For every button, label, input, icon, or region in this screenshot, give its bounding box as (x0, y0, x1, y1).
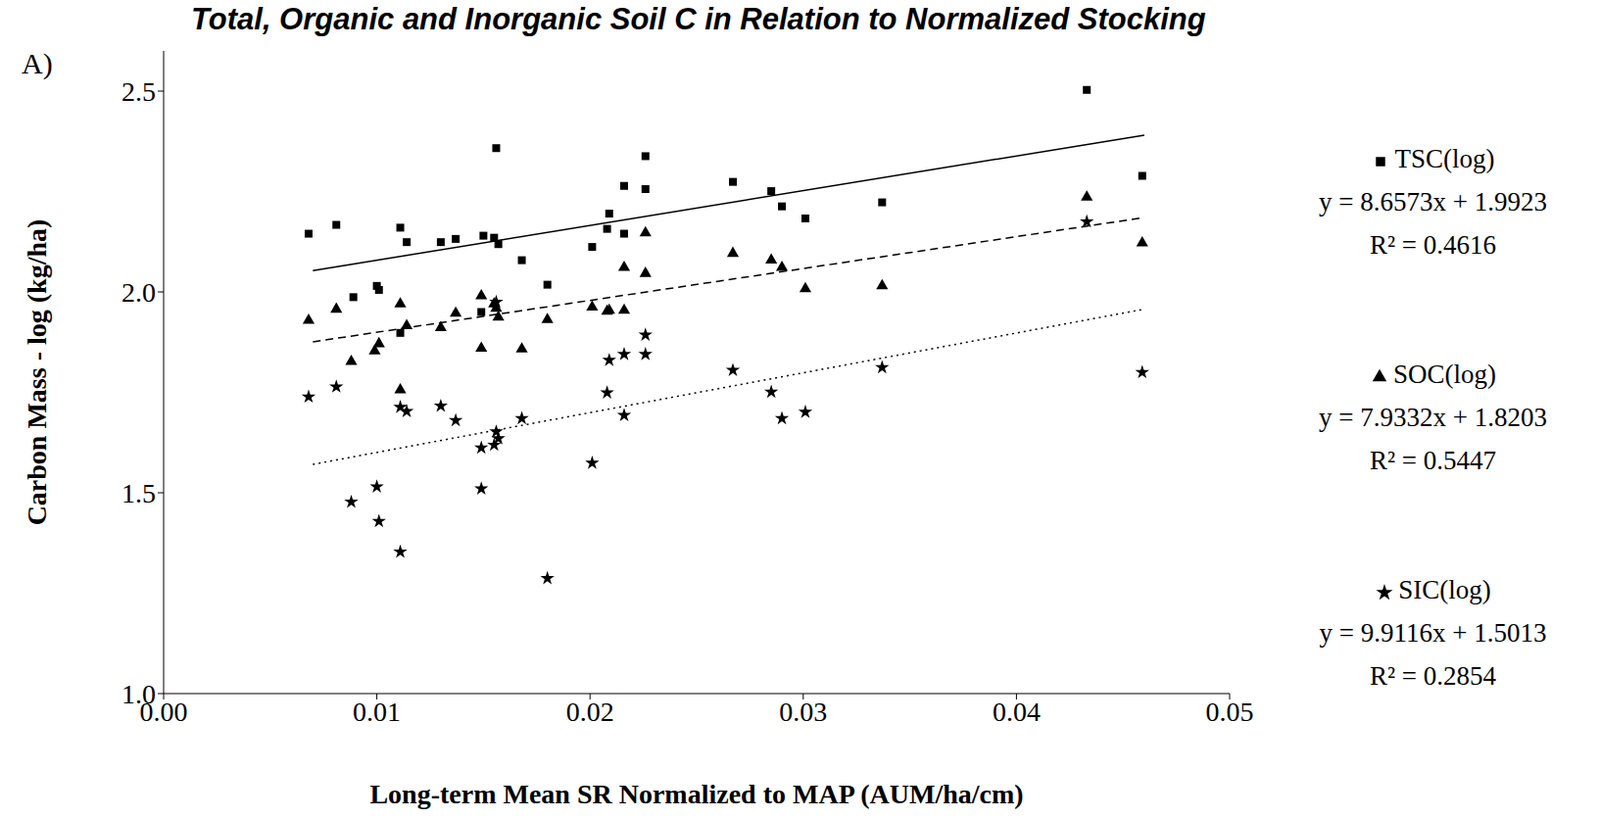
svg-text:1.0: 1.0 (121, 678, 156, 710)
svg-text:0.00: 0.00 (139, 696, 188, 727)
svg-text:0.04: 0.04 (992, 696, 1041, 728)
html-text:R² = 0.2854: R² = 0.2854 (1369, 661, 1497, 691)
html-text:Total, Organic and Inorganic S: Total, Organic and Inorganic Soil C in R… (191, 1, 1206, 37)
html-text:y = 8.6573x + 1.9923: y = 8.6573x + 1.9923 (1318, 187, 1548, 217)
html-text:Carbon Mass - log (kg/ha): Carbon Mass - log (kg/ha) (21, 219, 52, 526)
svg-text:2.5: 2.5 (121, 76, 156, 107)
html-text:SOC(log): SOC(log) (1393, 359, 1497, 389)
svg-text:0.03: 0.03 (778, 696, 827, 728)
html-text:Long-term Mean SR Normalized t: Long-term Mean SR Normalized to MAP (AUM… (369, 778, 1024, 810)
html-text:R² = 0.4616: R² = 0.4616 (1369, 230, 1497, 260)
html-text:y = 9.9116x + 1.5013: y = 9.9116x + 1.5013 (1319, 618, 1547, 648)
svg-text:0.05: 0.05 (1206, 696, 1255, 728)
svg-text:0.01: 0.01 (352, 696, 401, 728)
html-text:y = 7.9332x + 1.8203: y = 7.9332x + 1.8203 (1318, 402, 1548, 433)
svg-text:0.02: 0.02 (566, 696, 615, 728)
html-text:TSC(log): TSC(log) (1394, 144, 1495, 174)
html-text:A): A) (21, 47, 53, 80)
svg-text:1.5: 1.5 (121, 478, 156, 509)
html-text:R² = 0.5447: R² = 0.5447 (1369, 445, 1497, 476)
html-text:SIC(log): SIC(log) (1398, 575, 1492, 605)
svg-text:2.0: 2.0 (121, 277, 156, 308)
